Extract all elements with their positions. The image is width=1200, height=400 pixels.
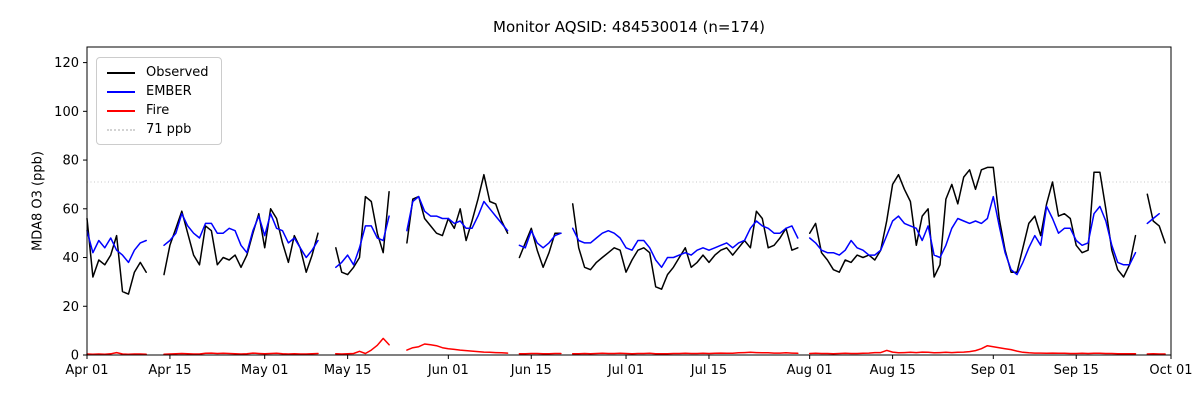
legend-label: Observed [146,65,209,80]
x-tick-label: Jul 15 [690,363,727,378]
x-tick-label: May 15 [324,363,372,378]
y-tick-label: 0 [71,349,79,364]
y-axis-label: MDA8 O3 (ppb) [30,151,46,251]
y-tick-label: 40 [62,251,79,266]
x-tick-label: Jun 15 [510,363,552,378]
y-tick-label: 120 [54,56,79,71]
observed-line [86,166,1166,295]
71-ppb-line-swatch [107,128,135,131]
legend: Observed EMBER Fire 71 ppb [96,57,222,145]
legend-label: EMBER [146,84,192,99]
x-tick-label: Jun 01 [427,363,469,378]
observed-line-swatch [107,71,135,74]
x-tick-label: Jul 01 [607,363,644,378]
x-tick-label: Sep 15 [1054,363,1099,378]
x-tick-label: Apr 01 [65,363,108,378]
x-tick-label: Apr 15 [148,363,191,378]
legend-label: Fire [146,103,170,118]
x-tick-label: Oct 01 [1149,363,1192,378]
fire-line [86,337,1166,356]
y-tick-label: 80 [62,154,79,169]
y-tick-label: 60 [62,202,79,217]
chart-title: Monitor AQSID: 484530014 (n=174) [493,18,765,36]
legend-label: 71 ppb [146,122,192,137]
legend-item-fire: Fire [107,103,209,118]
ember-line-swatch [107,90,135,93]
legend-item-71-ppb: 71 ppb [107,122,209,137]
legend-item-observed: Observed [107,65,209,80]
x-tick-label: Aug 01 [787,363,833,378]
x-tick-label: Aug 15 [870,363,916,378]
axes-box [86,46,1172,356]
fire-line-swatch [107,109,135,112]
y-tick-label: 20 [62,300,79,315]
y-tick-label: 100 [54,105,79,120]
legend-item-ember: EMBER [107,84,209,99]
x-tick-label: Sep 01 [971,363,1016,378]
x-tick-label: May 01 [241,363,289,378]
ember-line [86,195,1160,276]
